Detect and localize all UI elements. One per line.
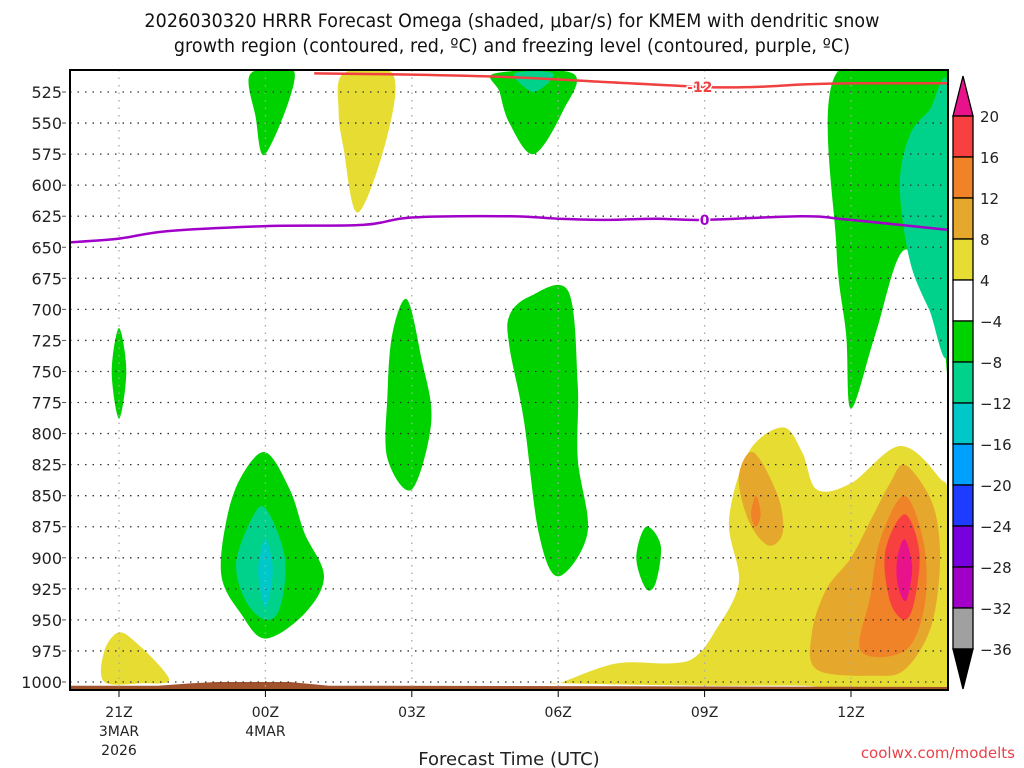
colorbar-bin [952,279,974,322]
colorbar-bin [952,238,974,281]
y-tick-label: 700 [31,300,62,319]
colorbar-level-label: −24 [980,518,1012,536]
omega-region-8 [385,298,432,491]
colorbar-level-label: −16 [980,436,1012,454]
colorbar-bin [952,484,974,527]
omega-region-0 [248,70,295,156]
colorbar-bin [952,607,974,650]
x-tick-label: 09Z [691,705,718,721]
colorbar-level-label: 16 [980,149,999,167]
colorbar-bin [952,115,974,158]
y-tick-label: 775 [31,394,62,413]
y-tick-label: 750 [31,362,62,381]
colorbar-level-label: −32 [980,600,1012,618]
y-tick-label: 550 [31,114,62,133]
x-axis: 21Z 3MAR 2026 00Z 4MAR 03Z 06Z 09Z 12Z [99,690,865,759]
colorbar-level-label: −20 [980,477,1012,495]
omega-region-10 [636,526,662,591]
y-tick-label: 825 [31,456,62,475]
colorbar-level-label: −36 [980,641,1012,659]
colorbar-level-label: −8 [980,354,1002,372]
omega-region-9 [507,284,589,577]
omega-region-2 [490,70,578,155]
colorbar-level-label: −4 [980,313,1002,331]
y-tick-label: 675 [31,269,62,288]
colorbar-arrow-down [952,648,974,690]
omega-region-3 [513,71,554,92]
omega-region-1 [337,70,396,213]
y-tick-label: 850 [31,487,62,506]
colorbar-level-label: 12 [980,190,999,208]
omega-region-20 [896,539,913,602]
contour-line-1 [70,214,948,244]
y-tick-label: 875 [31,518,62,537]
x-tick-year: 2026 [101,743,137,759]
colorbar-level-label: 20 [980,108,999,126]
omega-region-4 [111,328,127,419]
colorbar-bin [952,197,974,240]
x-tick-label: 03Z [398,705,425,721]
colorbar-bin [952,443,974,486]
y-tick-label: 525 [31,83,62,102]
contour-label: -12 [687,80,712,96]
y-tick-label: 1000 [21,673,62,692]
terrain-layer [70,682,948,690]
x-tick-date: 3MAR [99,724,140,740]
credit-link[interactable]: coolwx.com/modelts [861,744,1015,762]
omega-region-16 [751,495,761,527]
colorbar-level-label: 4 [980,272,990,290]
colorbar-bin [952,320,974,363]
colorbar-level-label: 8 [980,231,990,249]
omega-region-15 [738,451,784,546]
y-tick-label: 650 [31,238,62,257]
omega-region-12 [899,77,948,358]
x-axis-label: Forecast Time (UTC) [418,749,599,768]
colorbar-bin [952,525,974,568]
contour-label: 0 [700,213,710,229]
y-tick-label: 575 [31,145,62,164]
colorbar-level-label: −28 [980,559,1012,577]
contour-line-0 [314,72,948,89]
y-tick-label: 800 [31,425,62,444]
y-tick-label: 900 [31,549,62,568]
y-tick-label: 925 [31,580,62,599]
y-tick-label: 600 [31,176,62,195]
colorbar-arrow-up [952,75,974,117]
colorbar-bin [952,361,974,404]
plot-frame [69,69,949,691]
colorbar-bin [952,156,974,199]
chart-title: 2026030320 HRRR Forecast Omega (shaded, … [144,10,880,32]
x-tick-label: 21Z [105,705,132,721]
x-tick-label: 00Z [252,705,279,721]
chart-subtitle: growth region (contoured, red, ºC) and f… [173,35,851,57]
omega-region-13 [100,632,170,685]
x-tick-date: 4MAR [245,724,286,740]
contour-layer: -12 0 [70,72,948,244]
x-tick-label: 12Z [837,705,864,721]
colorbar-bin [952,566,974,609]
colorbar-legend: 20 16 12 8 4 −4 −8 −12 −16 −20 −24 −28 −32 −36 [952,75,1012,690]
y-tick-label: 725 [31,331,62,350]
surface-terrain [70,682,948,690]
colorbar-level-label: −12 [980,395,1012,413]
colorbar-bin [952,402,974,445]
x-tick-label: 06Z [544,705,571,721]
y-tick-label: 625 [31,207,62,226]
y-tick-label: 975 [31,642,62,661]
y-axis: 525 550 575 600 625 650 675 700 725 750 775 800 825 8… [21,83,66,692]
y-tick-label: 950 [31,611,62,630]
